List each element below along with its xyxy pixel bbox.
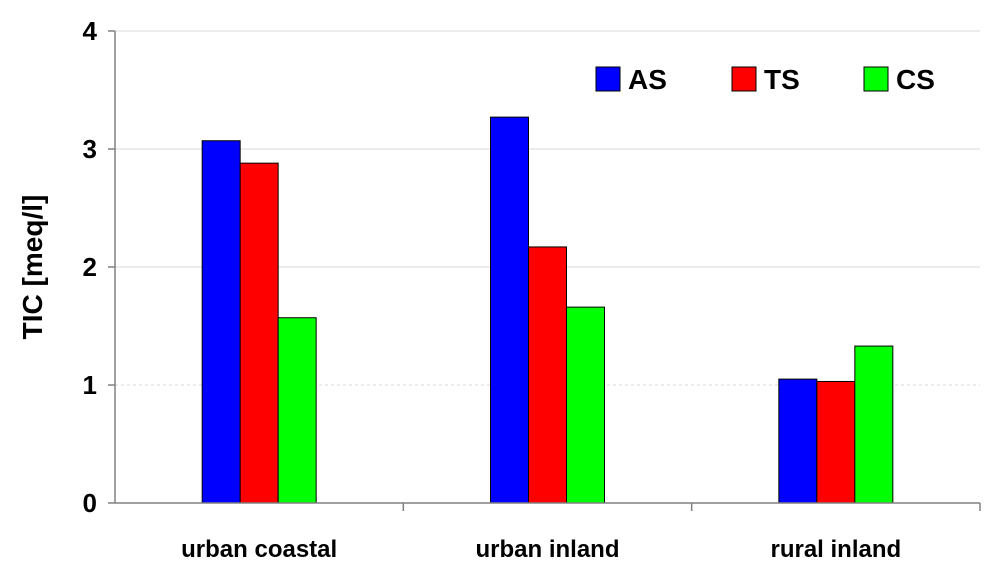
bar-ts-2	[816, 380, 856, 504]
bar-as-2	[778, 378, 818, 504]
x-category-label: urban inland	[476, 536, 620, 563]
legend-swatch-cs	[863, 66, 889, 92]
legend-swatch-as	[595, 66, 621, 92]
y-axis-title: TIC [meq/l]	[17, 195, 48, 340]
legend-label-ts: TS	[764, 64, 800, 95]
y-ticks: 0 1 2 3 4	[83, 16, 115, 518]
x-category-label: urban coastal	[181, 536, 337, 563]
bar-as-0	[201, 140, 241, 504]
legend-label-cs: CS	[896, 64, 935, 95]
legend: AS TS CS	[595, 64, 935, 95]
bar-cs-1	[566, 306, 605, 504]
legend-label-as: AS	[628, 64, 667, 95]
x-category-label: rural inland	[770, 536, 901, 563]
bar-ts-1	[528, 246, 567, 504]
y-tick-label: 1	[83, 370, 97, 400]
bar-ts-0	[239, 162, 279, 504]
bar-cs-2	[854, 345, 894, 504]
bars	[201, 116, 894, 504]
bar-cs-0	[277, 317, 317, 504]
y-tick-label: 4	[83, 16, 98, 46]
x-categories: urban coastal urban inland rural inland	[181, 503, 981, 563]
legend-swatch-ts	[731, 66, 757, 92]
y-tick-label: 0	[83, 488, 97, 518]
y-tick-label: 2	[83, 252, 97, 282]
bar-as-1	[490, 116, 529, 504]
y-tick-label: 3	[83, 134, 97, 164]
